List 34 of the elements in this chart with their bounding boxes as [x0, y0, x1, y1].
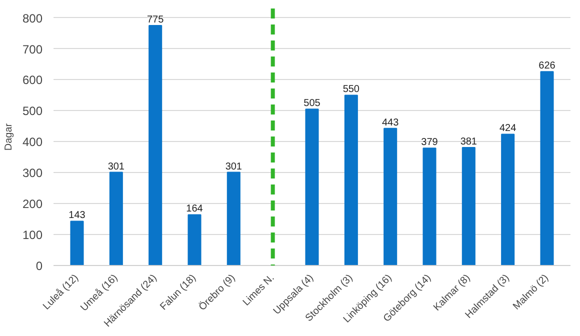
y-tick-label: 600	[22, 73, 43, 88]
bar	[109, 172, 123, 266]
bar	[384, 128, 398, 266]
bar	[188, 214, 202, 266]
bar	[70, 220, 84, 266]
y-tick-label: 200	[22, 197, 43, 212]
data-label: 164	[186, 204, 204, 215]
bar	[501, 134, 515, 266]
data-label: 301	[225, 161, 242, 172]
y-tick-label: 700	[22, 42, 43, 56]
bar	[305, 108, 319, 266]
y-tick-label: 300	[22, 166, 43, 180]
data-label: 443	[382, 117, 400, 128]
y-tick-label: 0	[36, 259, 43, 273]
data-label: 626	[538, 60, 556, 72]
data-label: 505	[304, 98, 321, 110]
y-axis-title: Dagar	[3, 122, 14, 151]
y-tick-label: 100	[22, 228, 43, 242]
y-tick-label: 500	[22, 104, 43, 118]
data-label: 550	[342, 84, 360, 96]
data-label: 424	[499, 123, 517, 134]
bar	[462, 147, 476, 266]
bar	[344, 94, 358, 266]
y-tick-label: 800	[22, 11, 43, 26]
data-label: 301	[108, 161, 125, 172]
bar	[226, 172, 240, 266]
bar	[148, 25, 162, 266]
y-tick-label: 400	[22, 135, 43, 150]
data-label: 381	[460, 136, 478, 148]
data-label: 379	[421, 137, 438, 148]
data-label: 143	[68, 210, 86, 222]
bar	[540, 71, 554, 266]
data-label: 775	[146, 14, 164, 26]
bar	[422, 148, 436, 266]
